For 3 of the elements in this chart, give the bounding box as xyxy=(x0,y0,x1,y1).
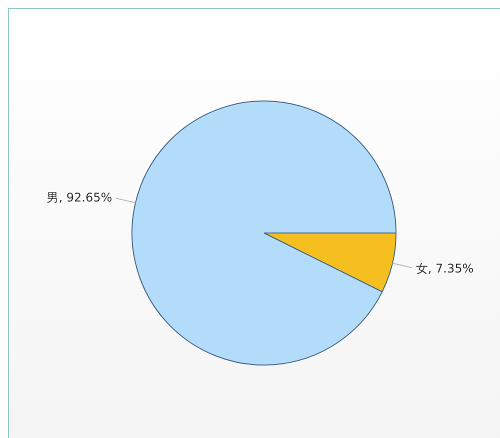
slice-label: 男, 92.65% xyxy=(46,190,112,204)
pie-slice xyxy=(132,100,396,366)
slice-label: 女, 7.35% xyxy=(416,262,474,276)
